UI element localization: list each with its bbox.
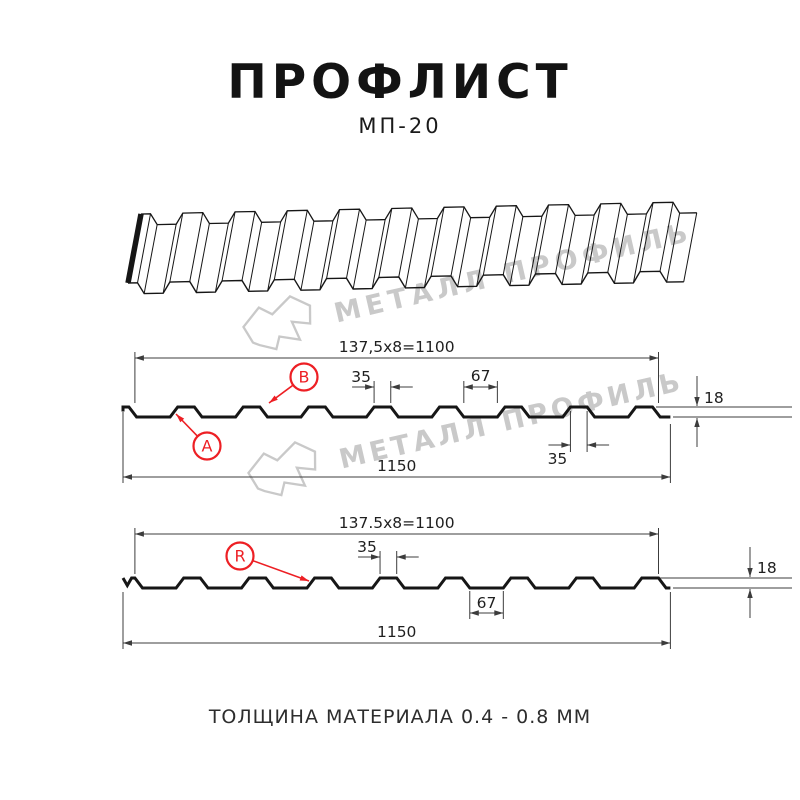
dim-rib-top: 35 — [357, 538, 419, 574]
dim-valley: 67 — [463, 367, 498, 403]
dim-height: 18 — [656, 376, 792, 447]
sheet-3d-drawing — [125, 201, 698, 295]
svg-text:18: 18 — [757, 559, 777, 577]
metal-profil-logo-icon — [247, 440, 317, 497]
dim-rib-bottom: 35 — [548, 411, 610, 468]
label-r-marker: R — [225, 541, 310, 582]
svg-text:137,5x8=1100: 137,5x8=1100 — [339, 338, 455, 356]
svg-text:67: 67 — [477, 594, 497, 612]
svg-text:1150: 1150 — [377, 457, 416, 475]
label-a-marker: A — [175, 413, 222, 461]
cross-section-reverse: 137.5x8=1100 35 67 18 1150 R — [121, 514, 792, 649]
dim-useful-width: 137,5x8=1100 — [134, 338, 659, 403]
dim-rib-top: 35 — [351, 368, 413, 403]
svg-text:67: 67 — [471, 367, 491, 385]
label-b-marker: B — [268, 362, 319, 404]
svg-text:137.5x8=1100: 137.5x8=1100 — [339, 514, 455, 532]
page-title: ПРОФЛИСТ — [227, 55, 573, 110]
dim-useful-width: 137.5x8=1100 — [134, 514, 659, 574]
svg-text:1150: 1150 — [377, 623, 416, 641]
metal-profil-logo-icon — [242, 294, 312, 351]
watermark-1: МЕТАЛЛ ПРОФИЛЬ — [236, 203, 698, 363]
material-thickness-note: ТОЛЩИНА МАТЕРИАЛА 0.4 - 0.8 ММ — [208, 706, 592, 728]
dim-valley: 67 — [469, 591, 504, 619]
svg-text:35: 35 — [548, 450, 568, 468]
cross-section-front: 137,5x8=1100 35 67 18 35 1150 A B — [121, 338, 792, 483]
svg-text:B: B — [299, 368, 310, 387]
svg-text:18: 18 — [704, 389, 724, 407]
dim-total-width: 1150 — [122, 412, 671, 483]
dim-height: 18 — [660, 547, 792, 618]
dim-total-width: 1150 — [122, 592, 671, 649]
svg-text:A: A — [202, 437, 213, 456]
watermark-2: МЕТАЛЛ ПРОФИЛЬ — [241, 352, 689, 509]
page-subtitle: МП-20 — [358, 114, 442, 138]
svg-text:35: 35 — [357, 538, 377, 556]
svg-text:R: R — [234, 547, 245, 566]
svg-text:35: 35 — [351, 368, 371, 386]
